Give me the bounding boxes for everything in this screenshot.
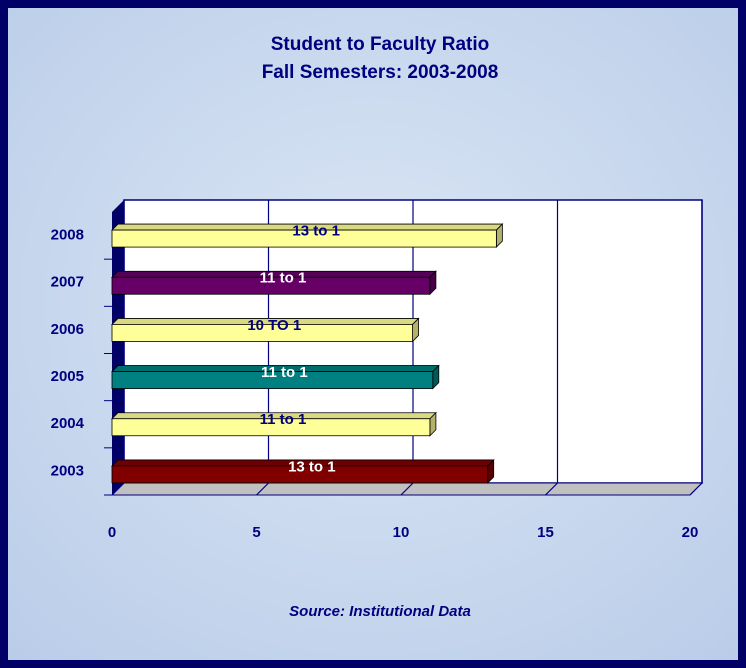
y-tick-label: 2004 <box>51 415 85 432</box>
chart-subtitle: Fall Semesters: 2003-2008 <box>262 62 499 83</box>
floor-grid-line <box>689 482 703 496</box>
x-tick-label: 5 <box>252 524 260 541</box>
bar <box>111 371 434 389</box>
x-tick-label: 20 <box>682 524 699 541</box>
bar <box>111 276 431 295</box>
bar <box>111 465 489 484</box>
y-tick-label: 2003 <box>51 462 84 479</box>
value-label: 11 to 1 <box>260 270 307 287</box>
source-note: Source: Institutional Data <box>289 603 471 620</box>
floor-grid-line <box>400 482 414 496</box>
bar <box>111 229 497 248</box>
y-tick-label: 2008 <box>51 227 84 244</box>
y-tick-label: 2005 <box>51 368 84 385</box>
value-label: 13 to 1 <box>288 458 336 475</box>
value-label: 13 to 1 <box>292 223 340 240</box>
floor-grid-line <box>545 482 558 496</box>
y-tick-label: 2006 <box>51 321 84 338</box>
bar <box>111 324 413 342</box>
value-label: 10 TO 1 <box>247 317 301 334</box>
value-label: 11 to 1 <box>261 364 308 381</box>
y-tick-label: 2007 <box>51 274 84 291</box>
floor-grid-line <box>111 482 125 496</box>
bar <box>111 418 431 437</box>
value-label: 11 to 1 <box>260 411 307 428</box>
chart-title: Student to Faculty Ratio <box>271 34 490 55</box>
x-tick-label: 15 <box>537 524 554 541</box>
x-tick-label: 0 <box>108 524 116 541</box>
floor-grid-line <box>256 482 269 496</box>
x-tick-label: 10 <box>393 524 410 541</box>
